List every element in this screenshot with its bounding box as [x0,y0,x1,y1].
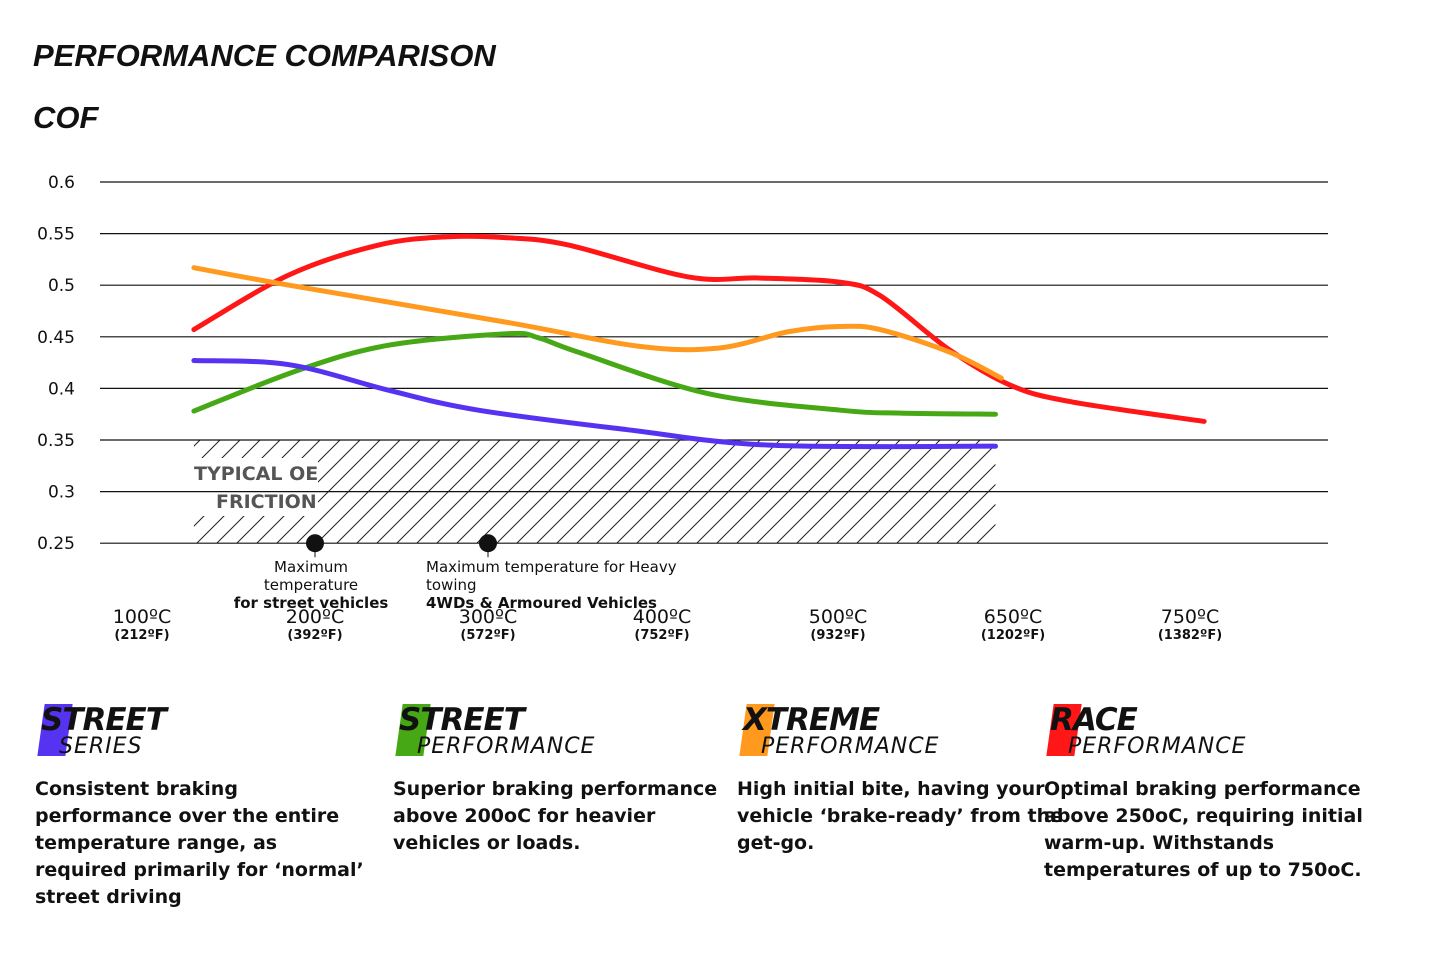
x-tick-fahrenheit: (932ºF) [810,628,866,643]
legend-item: STREET PERFORMANCE Superior braking perfor… [393,702,723,857]
x-tick-celsius: 650ºC [983,606,1043,628]
legend-item: XTREME PERFORMANCE High initial bite, havi… [737,702,1067,857]
annotation-line2: for street vehicles [233,594,389,612]
y-tick-label: 0.45 [37,328,75,348]
legend-description: High initial bite, having your vehicle ‘… [737,778,1063,854]
x-tick-label: 200ºC (392ºF) [255,606,375,643]
y-tick-label: 0.3 [48,483,75,503]
y-tick-label: 0.35 [37,431,75,451]
x-tick-celsius: 200ºC [285,606,345,628]
logo-bottom: SERIES [59,734,143,759]
x-tick-celsius: 100ºC [112,606,172,628]
series-line-2 [191,330,998,417]
x-tick-fahrenheit: (752ºF) [634,628,690,643]
x-tick-fahrenheit: (392ºF) [287,628,343,643]
annotation: Maximum temperature for street vehicles [228,558,394,612]
series-line-0 [191,233,1207,424]
logo-top: STREET [41,702,167,738]
page-title: PERFORMANCE COMPARISON [33,38,496,73]
x-tick-fahrenheit: (1202ºF) [980,628,1046,643]
x-tick-celsius: 400ºC [632,606,692,628]
annotation-line1: Maximum temperature [263,558,359,594]
series-line-1 [191,265,1004,381]
y-tick-label: 0.55 [37,225,75,245]
x-tick-label: 400ºC (752ºF) [602,606,722,643]
x-tick-fahrenheit: (1382ºF) [1157,628,1223,643]
logo-top: STREET [399,702,525,738]
x-tick-celsius: 300ºC [458,606,518,628]
annotation-line2: 4WDs & Armoured Vehicles [426,594,657,612]
x-tick-label: 650ºC (1202ºF) [953,606,1073,643]
region-label: TYPICAL OE [194,463,318,485]
series-line-3 [191,358,998,450]
legend-description: Superior braking performance above 200oC… [393,778,718,854]
logo-bottom: PERFORMANCE [417,734,596,759]
legend-description: Optimal braking performance above 250oC,… [1044,778,1363,881]
y-tick-label: 0.4 [48,379,75,399]
x-tick-label: 300ºC (572ºF) [428,606,548,643]
annotation: Maximum temperature for Heavy towing 4WDs… [426,558,726,612]
legend-item: STREET SERIES Consistent braking performan… [35,702,365,911]
x-tick-fahrenheit: (572ºF) [460,628,516,643]
legend-description: Consistent braking performance over the … [35,778,364,908]
logo-bottom: PERFORMANCE [1068,734,1247,759]
logo-top: XTREME [743,702,880,738]
annotation-line1: Maximum temperature for Heavy towing [426,558,677,594]
legend-item: RACE PERFORMANCE Optimal braking performan… [1044,702,1374,884]
chart: TYPICAL OE FRICTION 0.6 0.55 0.5 0.45 0.4 0.35 0… [37,173,1328,558]
region-label-bg [190,458,318,516]
x-tick-celsius: 750ºC [1160,606,1220,628]
series-logo: STREET SERIES [35,702,365,762]
logo-top: RACE [1050,702,1138,738]
y-tick-label: 0.6 [48,173,75,193]
x-tick-label: 100ºC (212ºF) [82,606,202,643]
x-tick-label: 750ºC (1382ºF) [1130,606,1250,643]
region-label: FRICTION [216,491,317,513]
logo-bottom: PERFORMANCE [761,734,940,759]
y-tick-label: 0.25 [37,534,75,554]
x-tick-celsius: 500ºC [808,606,868,628]
y-tick-label: 0.5 [48,276,75,296]
x-tick-label: 500ºC (932ºF) [778,606,898,643]
series-logo: STREET PERFORMANCE [393,702,723,762]
y-axis-label: COF [33,100,99,135]
series-logo: RACE PERFORMANCE [1044,702,1374,762]
x-tick-fahrenheit: (212ºF) [114,628,170,643]
series-logo: XTREME PERFORMANCE [737,702,1067,762]
